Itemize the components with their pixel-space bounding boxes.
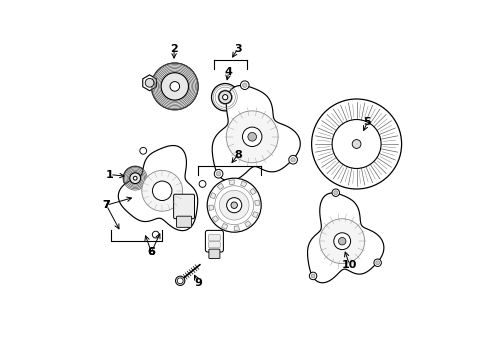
Circle shape bbox=[220, 190, 249, 220]
Polygon shape bbox=[209, 205, 214, 211]
Circle shape bbox=[133, 176, 137, 180]
Circle shape bbox=[312, 99, 402, 189]
Polygon shape bbox=[217, 183, 223, 190]
Polygon shape bbox=[308, 193, 384, 283]
Circle shape bbox=[243, 83, 247, 87]
FancyBboxPatch shape bbox=[209, 235, 221, 241]
Circle shape bbox=[217, 172, 221, 176]
Polygon shape bbox=[118, 145, 197, 231]
FancyBboxPatch shape bbox=[176, 216, 192, 228]
Circle shape bbox=[177, 278, 183, 284]
Circle shape bbox=[140, 147, 147, 154]
Text: 3: 3 bbox=[234, 44, 242, 54]
Text: 1: 1 bbox=[106, 170, 114, 180]
Polygon shape bbox=[250, 188, 256, 195]
Polygon shape bbox=[234, 226, 240, 231]
Circle shape bbox=[309, 272, 317, 280]
Circle shape bbox=[334, 191, 338, 194]
Text: 6: 6 bbox=[147, 247, 155, 257]
Circle shape bbox=[175, 276, 185, 285]
Text: 2: 2 bbox=[170, 44, 178, 54]
Polygon shape bbox=[212, 216, 219, 222]
Text: 4: 4 bbox=[225, 67, 233, 77]
Polygon shape bbox=[229, 180, 234, 185]
Text: 7: 7 bbox=[102, 200, 110, 210]
Circle shape bbox=[320, 219, 365, 264]
Text: 5: 5 bbox=[364, 117, 371, 127]
Text: 10: 10 bbox=[342, 260, 357, 270]
Circle shape bbox=[214, 170, 223, 178]
Circle shape bbox=[212, 84, 239, 111]
Circle shape bbox=[291, 158, 295, 162]
Circle shape bbox=[199, 180, 206, 187]
Circle shape bbox=[219, 91, 232, 104]
Polygon shape bbox=[252, 212, 258, 218]
Circle shape bbox=[311, 274, 315, 278]
Circle shape bbox=[231, 202, 238, 208]
Text: 9: 9 bbox=[194, 278, 202, 288]
Polygon shape bbox=[143, 75, 156, 91]
Circle shape bbox=[123, 166, 147, 190]
Circle shape bbox=[152, 231, 159, 238]
Polygon shape bbox=[212, 85, 300, 181]
Polygon shape bbox=[245, 221, 251, 227]
Circle shape bbox=[130, 173, 141, 184]
FancyBboxPatch shape bbox=[209, 242, 221, 248]
Circle shape bbox=[376, 261, 380, 265]
Circle shape bbox=[152, 181, 172, 201]
Circle shape bbox=[226, 111, 278, 163]
Circle shape bbox=[161, 73, 189, 100]
Circle shape bbox=[352, 140, 361, 148]
Circle shape bbox=[145, 78, 154, 87]
Polygon shape bbox=[210, 193, 216, 199]
Circle shape bbox=[241, 81, 249, 90]
Text: 6: 6 bbox=[147, 247, 155, 257]
Polygon shape bbox=[221, 224, 228, 229]
Circle shape bbox=[334, 233, 351, 249]
FancyBboxPatch shape bbox=[209, 249, 220, 258]
Circle shape bbox=[207, 178, 261, 232]
Circle shape bbox=[142, 170, 183, 211]
FancyBboxPatch shape bbox=[173, 194, 195, 219]
Text: 8: 8 bbox=[234, 150, 242, 160]
Circle shape bbox=[332, 189, 340, 197]
Circle shape bbox=[339, 238, 346, 245]
Circle shape bbox=[151, 63, 198, 110]
FancyBboxPatch shape bbox=[205, 230, 223, 252]
Circle shape bbox=[243, 127, 262, 147]
Circle shape bbox=[332, 120, 381, 168]
Circle shape bbox=[170, 82, 180, 91]
Circle shape bbox=[222, 95, 228, 100]
Circle shape bbox=[289, 156, 297, 164]
Text: 7: 7 bbox=[102, 200, 110, 210]
Circle shape bbox=[248, 132, 257, 141]
Polygon shape bbox=[241, 181, 247, 187]
Circle shape bbox=[374, 259, 381, 266]
Polygon shape bbox=[255, 200, 260, 205]
Circle shape bbox=[227, 198, 242, 213]
